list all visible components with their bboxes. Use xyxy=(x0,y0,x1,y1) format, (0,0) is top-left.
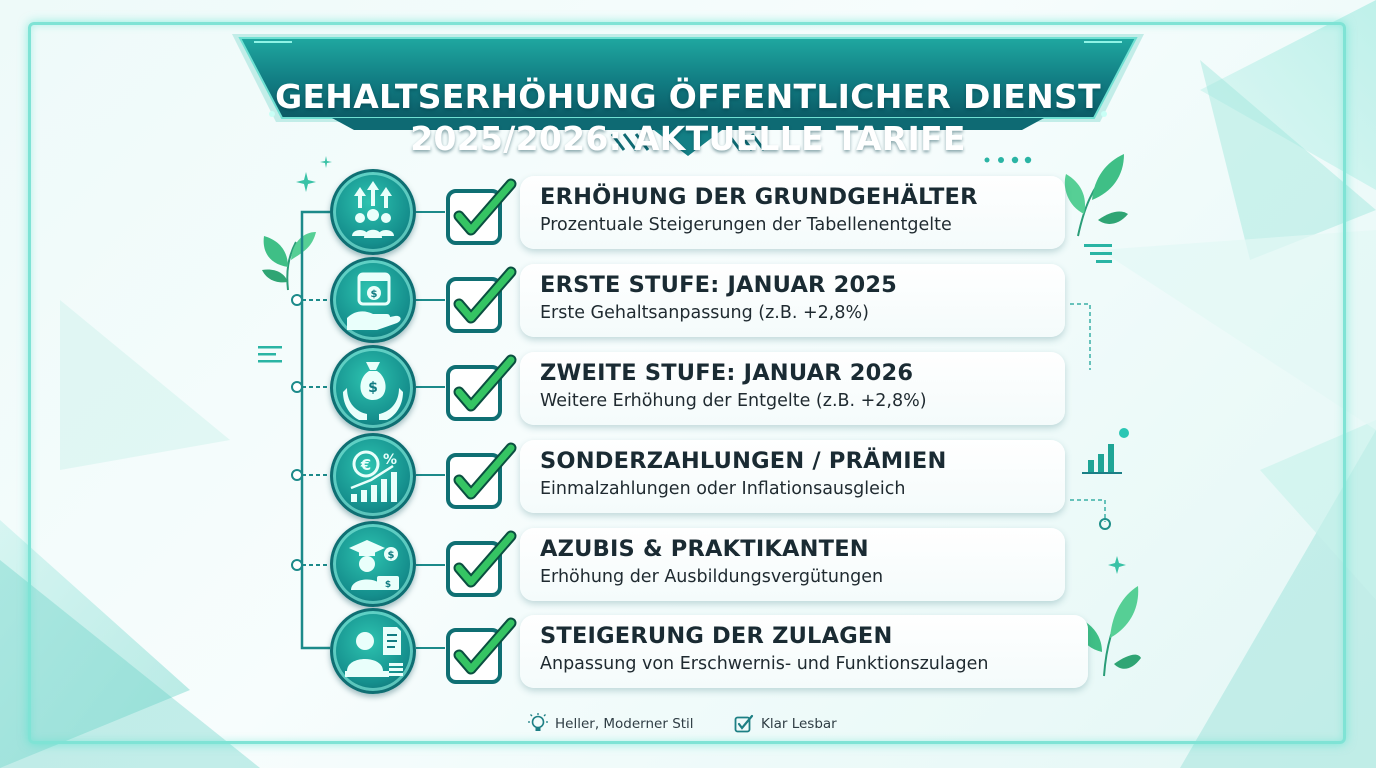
banner-shape xyxy=(232,34,1144,156)
rising-people-icon xyxy=(330,169,416,255)
checkmark-icon xyxy=(446,530,517,597)
checkmark-icon xyxy=(446,266,517,333)
glow-frame xyxy=(28,22,1346,744)
svg-text:$: $ xyxy=(388,550,395,561)
item-card: ERSTE STUFE: JANUAR 2025 Erste Gehaltsan… xyxy=(520,264,1065,337)
item-title: STEIGERUNG DER ZULAGEN xyxy=(540,623,893,649)
lines-decoration-left xyxy=(258,346,282,363)
item-title: AZUBIS & PRAKTIKANTEN xyxy=(540,536,869,562)
lines-decoration-right xyxy=(1084,244,1112,263)
item-card: ZWEITE STUFE: JANUAR 2026 Weitere Erhöhu… xyxy=(520,352,1065,425)
item-subtitle: Weitere Erhöhung der Entgelte (z.B. +2,8… xyxy=(540,391,927,411)
list-item: € % SONDERZAHLUNGEN / PRÄMIEN Einmalzahl… xyxy=(0,433,1376,519)
checkbox-icon xyxy=(734,714,754,733)
svg-text:$: $ xyxy=(385,580,391,590)
item-title: ERSTE STUFE: JANUAR 2025 xyxy=(540,272,898,298)
connector-right xyxy=(1070,303,1111,530)
page-title: GEHALTSERHÖHUNG ÖFFENTLICHER DIENST 2025… xyxy=(232,76,1144,160)
title-banner: GEHALTSERHÖHUNG ÖFFENTLICHER DIENST 2025… xyxy=(232,30,1144,165)
item-subtitle: Prozentuale Steigerungen der Tabellenent… xyxy=(540,215,952,235)
list-item: STEIGERUNG DER ZULAGEN Anpassung von Ers… xyxy=(0,608,1376,694)
worker-document-icon xyxy=(330,608,416,694)
item-title: ZWEITE STUFE: JANUAR 2026 xyxy=(540,360,914,386)
lightbulb-icon xyxy=(528,713,548,731)
svg-text:$: $ xyxy=(371,289,378,300)
list-item: $ $ AZUBIS & PRAKTIKANTEN Erhöhung der A… xyxy=(0,521,1376,607)
item-subtitle: Erhöhung der Ausbildungsvergütungen xyxy=(540,567,884,587)
list-item: $ ZWEITE STUFE: JANUAR 2026 Weitere Erhö… xyxy=(0,345,1376,431)
checkmark-icon xyxy=(446,617,517,684)
title-line-2: 2025/2026: AKTUELLE TARIFE xyxy=(410,119,966,158)
item-card: SONDERZAHLUNGEN / PRÄMIEN Einmalzahlunge… xyxy=(520,440,1065,513)
list-item: $ ERSTE STUFE: JANUAR 2025 Erste Gehalts… xyxy=(0,257,1376,343)
item-card: ERHÖHUNG DER GRUNDGEHÄLTER Prozentuale S… xyxy=(520,176,1065,249)
item-title: SONDERZAHLUNGEN / PRÄMIEN xyxy=(540,448,947,474)
graduate-money-icon: $ $ xyxy=(330,521,416,607)
item-title: ERHÖHUNG DER GRUNDGEHÄLTER xyxy=(540,184,978,210)
list-item: ERHÖHUNG DER GRUNDGEHÄLTER Prozentuale S… xyxy=(0,169,1376,255)
money-bag-hands-icon: $ xyxy=(330,345,416,431)
footer-readability-label: Klar Lesbar xyxy=(761,716,837,732)
sparkle-right-icon xyxy=(1108,556,1126,574)
svg-text:$: $ xyxy=(368,380,378,396)
sparkle-small-icon xyxy=(320,156,332,168)
footer-style-label: Heller, Moderner Stil xyxy=(555,716,694,732)
item-card: STEIGERUNG DER ZULAGEN Anpassung von Ers… xyxy=(520,615,1088,688)
item-subtitle: Einmalzahlungen oder Inflationsausgleich xyxy=(540,479,906,499)
title-line-1: GEHALTSERHÖHUNG ÖFFENTLICHER DIENST xyxy=(275,77,1101,116)
checkmark-icon xyxy=(446,178,517,245)
mini-bar-chart-icon xyxy=(1082,428,1129,474)
calendar-money-hand-icon: $ xyxy=(330,257,416,343)
footer-readability: Klar Lesbar xyxy=(734,710,837,738)
item-card: AZUBIS & PRAKTIKANTEN Erhöhung der Ausbi… xyxy=(520,528,1065,601)
checkmark-icon xyxy=(446,354,517,421)
leaf-right-top-icon xyxy=(1064,154,1128,237)
svg-text:€: € xyxy=(360,456,371,474)
svg-text:%: % xyxy=(383,452,397,468)
footer: Heller, Moderner Stil Klar Lesbar xyxy=(0,710,1376,738)
dots-decoration xyxy=(984,156,1032,164)
item-subtitle: Anpassung von Erschwernis- und Funktions… xyxy=(540,654,989,674)
item-subtitle: Erste Gehaltsanpassung (z.B. +2,8%) xyxy=(540,303,869,323)
leaf-right-bottom-icon xyxy=(1074,586,1141,677)
footer-style: Heller, Moderner Stil xyxy=(528,710,694,738)
checkmark-icon xyxy=(446,442,517,509)
euro-percent-chart-icon: € % xyxy=(330,433,416,519)
sparkle-icon xyxy=(296,172,316,192)
